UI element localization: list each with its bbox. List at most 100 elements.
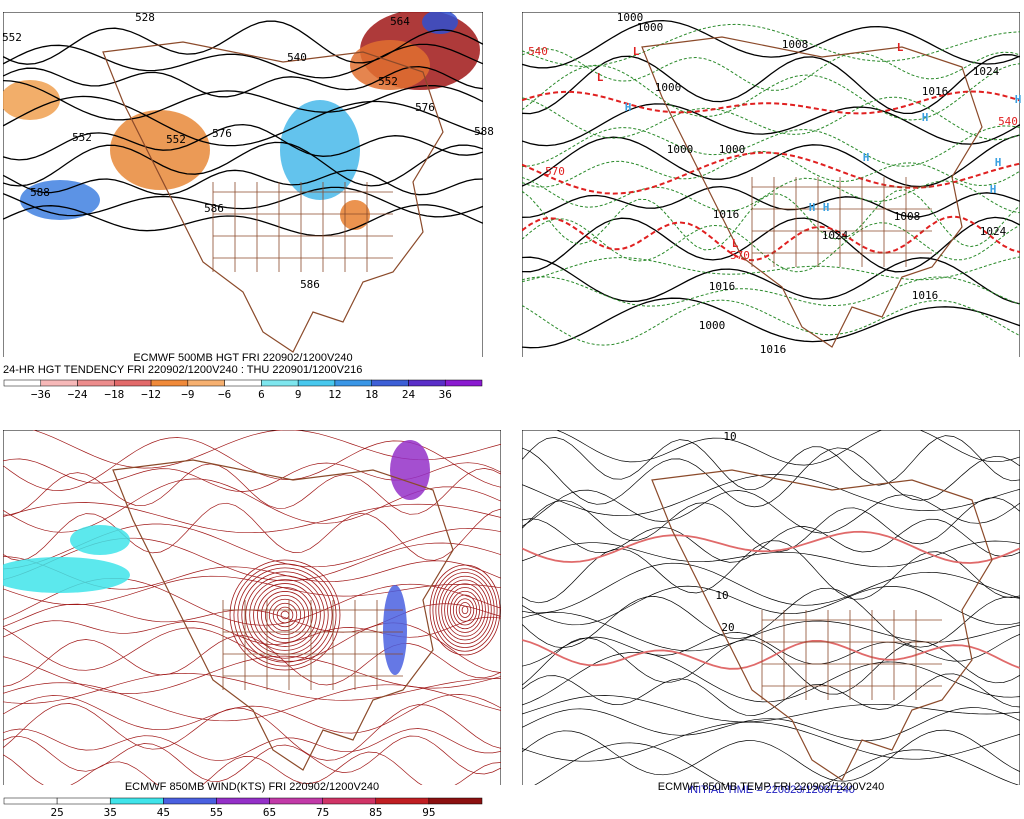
contour-ring [444, 583, 486, 637]
contour-line [3, 43, 483, 79]
contour-label: 1008 [894, 210, 921, 223]
contour-line [522, 256, 1020, 283]
contour-ring [249, 579, 321, 651]
thickness-label: 540 [998, 115, 1018, 128]
contour-line [522, 707, 1020, 742]
contour-ring [458, 602, 472, 618]
contour-line [522, 125, 1020, 168]
colorbar-swatch [56, 797, 111, 805]
contour-label: 552 [378, 75, 398, 88]
contour-ring [268, 598, 302, 632]
colorbar-swatch [3, 379, 42, 387]
contour-label: 1024 [980, 225, 1007, 238]
contour-line [522, 23, 1020, 67]
pressure-center: H [922, 111, 929, 124]
colorbar-label: 55 [210, 806, 223, 819]
contour-ring [272, 602, 298, 628]
pressure-center: H [990, 183, 997, 196]
contour-line [522, 218, 1020, 273]
contour-ring [438, 575, 492, 645]
contour-line [522, 189, 1020, 251]
colorbar-swatch [114, 379, 152, 387]
contour-line [522, 134, 1020, 188]
colorbar-swatch [187, 379, 225, 387]
colorbar-label: −24 [68, 388, 88, 401]
contour-line [522, 651, 1020, 706]
colorbar-label: 36 [439, 388, 452, 401]
thickness-label: 540 [528, 45, 548, 58]
contour-line [522, 103, 1020, 147]
contour-label: 10 [715, 589, 728, 602]
tendency-fill [350, 40, 430, 90]
contour-label: 1016 [922, 85, 949, 98]
contour-line [3, 751, 501, 785]
map-area [3, 430, 501, 785]
contour-label: 1016 [709, 280, 736, 293]
caption: ECMWF 850MB WIND(KTS) FRI 220902/1200V24… [125, 781, 379, 793]
colorbar-label: 75 [316, 806, 329, 819]
wind-fill [390, 440, 430, 500]
contour-line [3, 123, 483, 161]
contour-line [3, 20, 483, 65]
panel: ECMWF 500MB HGT FRI 220902/1200V24024-HR… [3, 12, 483, 401]
colorbar-label: −36 [31, 388, 51, 401]
contour-line [3, 65, 483, 98]
colorbar-swatch [444, 379, 483, 387]
contour-line [522, 63, 1020, 121]
tendency-fill [20, 180, 100, 220]
colorbar-swatch [428, 797, 483, 805]
contour-ring [261, 591, 309, 639]
contour-line [522, 721, 1020, 762]
subcaption: 24-HR HGT TENDENCY FRI 220902/1200V240 :… [3, 364, 362, 376]
contour-line [522, 19, 1020, 69]
thickness-label: 570 [545, 165, 565, 178]
colorbar-swatch [109, 797, 164, 805]
contour-line [522, 632, 1020, 667]
pressure-center: H [809, 201, 816, 214]
contour-ring [229, 559, 341, 671]
contour-label: 20 [721, 621, 734, 634]
colorbar-swatch [163, 797, 217, 805]
contour-line [522, 695, 1020, 723]
wind-fill [3, 557, 130, 593]
contour-label: 1008 [782, 38, 809, 51]
contour-ring [264, 594, 306, 636]
coastline [641, 36, 983, 348]
contour-line [522, 176, 1020, 214]
contour-label: 528 [135, 11, 155, 24]
contour-label: 1000 [667, 143, 694, 156]
contour-label: 1000 [637, 21, 664, 34]
contour-line [522, 54, 1020, 115]
contour-line [522, 637, 1020, 695]
colorbar-label: 18 [365, 388, 378, 401]
caption: ECMWF 850MB TEMP FRI 220902/1200V240 [658, 781, 884, 793]
colorbar-label: −12 [141, 388, 161, 401]
colorbar-label: 9 [295, 388, 302, 401]
contour-line [522, 151, 1020, 195]
wind-fill [383, 585, 407, 675]
contour-ring [455, 598, 475, 622]
colorbar-swatch [40, 379, 78, 387]
map-area [522, 430, 1020, 785]
contour-label: 1016 [760, 343, 787, 356]
map-area [522, 12, 1020, 357]
contour-line [522, 276, 1020, 307]
contour-label: 586 [204, 202, 224, 215]
map-area [3, 12, 483, 357]
contour-line [3, 735, 501, 782]
contour-line [3, 575, 501, 606]
contour-line [522, 447, 1020, 508]
colorbar-swatch [408, 379, 446, 387]
colorbar-swatch [261, 379, 299, 387]
contour-ring [441, 579, 489, 641]
coastline [651, 469, 993, 781]
contour-line [522, 96, 1020, 141]
panel-frame [522, 430, 1020, 785]
contour-label: 588 [474, 125, 494, 138]
contour-line [3, 169, 483, 196]
contour-label: 1024 [822, 229, 849, 242]
colorbar-label: 24 [402, 388, 416, 401]
contour-ring [432, 568, 498, 652]
tendency-fill [3, 80, 60, 120]
subcaption: INITIAL TIME = 220823/1200F240 [687, 784, 855, 796]
